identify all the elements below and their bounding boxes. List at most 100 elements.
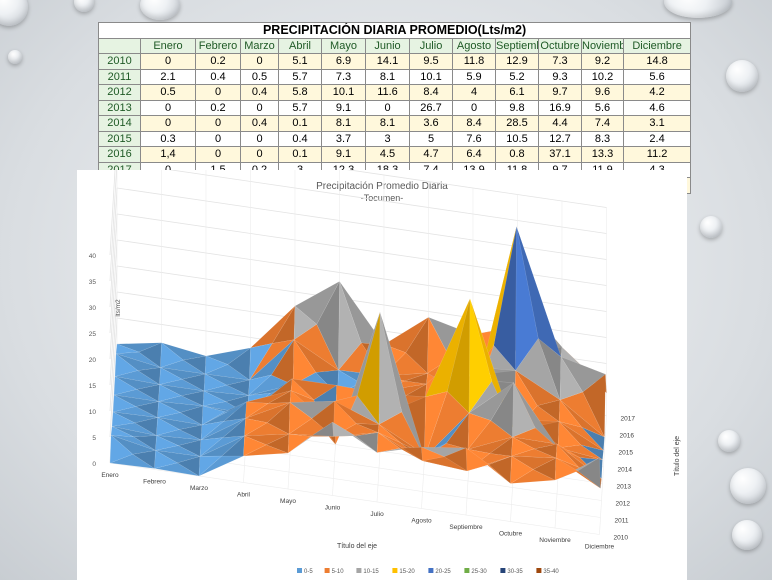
surface-facet	[110, 426, 134, 437]
table-cell: 9.8	[495, 99, 539, 116]
table-cell: 8.1	[321, 115, 366, 132]
table-cell: 12.9	[495, 53, 539, 70]
table-cell: 11.8	[452, 53, 496, 70]
depth-tick-label: 2011	[615, 518, 629, 525]
legend-swatch	[324, 568, 330, 573]
surface-facet	[515, 226, 539, 371]
surface-facet	[200, 421, 225, 441]
legend-swatch	[297, 568, 302, 573]
table-cell: 0.5	[140, 84, 196, 101]
surface-facet	[422, 456, 468, 472]
z-tick-label: 0	[92, 461, 96, 468]
table-cell: 5.1	[278, 53, 322, 70]
depth-tick-label: 2010	[614, 535, 629, 542]
table-cell: 37.1	[538, 146, 582, 163]
header-corner	[98, 37, 141, 54]
surface-facet	[287, 433, 312, 454]
month-header: Diciembre	[622, 37, 692, 54]
table-cell: 14.8	[622, 53, 692, 70]
table-cell: 5.7	[278, 99, 322, 116]
table-cell: 14.1	[365, 53, 410, 70]
table-row: 2010 0 0.2 0 5.1 6.9 14.1 9.5 11.8 12.9 7.3 9.2 14.8	[98, 53, 692, 70]
water-drop-decoration	[700, 216, 722, 238]
gridline	[347, 170, 607, 208]
table-cell: 5.6	[622, 68, 692, 85]
surface-facet	[155, 450, 201, 463]
table-cell: 0.4	[278, 130, 322, 147]
gridline	[109, 239, 118, 360]
legend-label: 5-10	[332, 569, 345, 575]
table-cell: 3.1	[622, 115, 692, 132]
table-cell: 10.1	[321, 84, 366, 101]
x-axis-title: Título del eje	[337, 543, 377, 550]
table-cell: 4	[452, 84, 496, 101]
table-row: 2012 0.5 0 0.4 5.8 10.1 11.6 8.4 4 6.1 9.7 9.6 4.2	[98, 84, 692, 101]
table-cell: 26.7	[409, 99, 453, 116]
water-drop-decoration	[718, 430, 740, 452]
surface-facet	[271, 305, 296, 344]
legend-label: 25-30	[471, 569, 487, 575]
table-cell: 0	[452, 99, 496, 116]
depth-tick-label: 2014	[618, 467, 633, 474]
table-cell: 6.1	[495, 84, 539, 101]
legend-swatch	[392, 568, 398, 573]
surface-facet	[157, 417, 203, 430]
z-tick-label: 35	[89, 279, 97, 286]
legend-label: 0-5	[304, 569, 313, 575]
depth-axis-title: Título del eje	[674, 436, 681, 476]
chart-subtitle: -Tocumen-	[361, 193, 404, 203]
year-label: 2015	[98, 130, 141, 147]
water-drop-decoration	[140, 0, 180, 20]
surface-facet	[156, 417, 180, 436]
surface-facet	[115, 343, 139, 354]
precipitation-table-container: PRECIPITACIÓN DIARIA PROMEDIO(Lts/m2) En…	[97, 22, 692, 194]
table-cell: 0	[240, 53, 279, 70]
depth-tick-label: 2015	[619, 450, 634, 457]
x-tick-label: Junio	[325, 505, 341, 512]
table-cell: 8.1	[365, 68, 410, 85]
surface-facet	[199, 437, 224, 457]
table-row: 2011 2.1 0.4 0.5 5.7 7.3 8.1 10.1 5.9 5.2 9.3 10.2 5…	[98, 68, 692, 85]
table-cell: 0	[240, 130, 279, 147]
table-cell: 28.5	[495, 115, 539, 132]
gridline	[109, 170, 116, 256]
x-tick-label: Septiembre	[449, 524, 483, 531]
surface-facet	[199, 435, 245, 457]
month-header: Julio	[409, 37, 453, 54]
surface-facet	[332, 421, 356, 437]
table-cell: 0	[240, 99, 279, 116]
water-drop-decoration	[730, 468, 766, 504]
table-cell: 11.2	[622, 146, 692, 163]
surface-facet	[288, 433, 334, 437]
legend-swatch	[356, 568, 362, 573]
legend-label: 30-35	[507, 569, 523, 575]
chart-title: Precipitación Promedio Diaria	[316, 181, 448, 192]
table-cell: 0	[195, 84, 241, 101]
table-cell: 5.9	[452, 68, 496, 85]
table-cell: 6.9	[321, 53, 366, 70]
surface-facet	[111, 411, 136, 427]
z-tick-label: 5	[92, 435, 96, 442]
surface-facet	[243, 435, 267, 457]
surface-facet	[424, 391, 448, 458]
table-cell: 8.3	[581, 130, 624, 147]
surface-facet	[112, 394, 137, 413]
chart-panel: Precipitación Promedio Diaria -Tocumen- 0 5…	[77, 170, 687, 580]
table-cell: 7.3	[538, 53, 582, 70]
table-cell: 3.6	[409, 115, 453, 132]
table-cell: 0	[140, 53, 196, 70]
gridline	[109, 462, 600, 535]
z-axis-label: lts/m2	[115, 299, 122, 317]
surface-facet	[468, 382, 514, 421]
surface-facet	[558, 399, 583, 428]
water-drop-decoration	[664, 0, 732, 18]
gridline	[116, 187, 607, 260]
z-tick-label: 25	[89, 331, 97, 338]
month-header: Noviembre	[581, 37, 624, 54]
surface-facet	[201, 405, 226, 426]
table-cell: 16.9	[538, 99, 582, 116]
table-cell: 9.6	[581, 84, 624, 101]
surface-facet	[558, 421, 604, 451]
depth-tick-label: 2013	[617, 484, 632, 491]
table-cell: 7.4	[581, 115, 624, 132]
